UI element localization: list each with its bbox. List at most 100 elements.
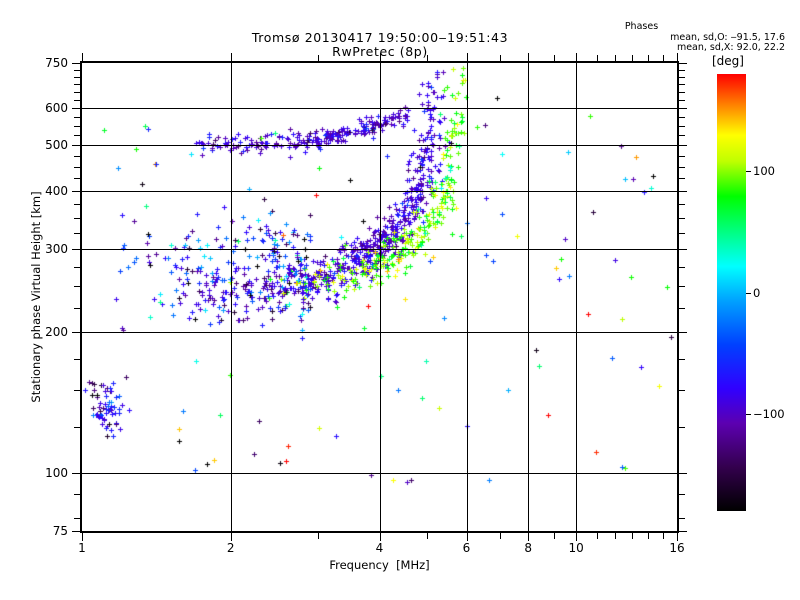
phase-stats-o-mode: mean, sd,O: ‒91.5, 17.6	[670, 31, 785, 43]
plot-title-line1: Tromsø 20130417 19:50:00‒19:51:43	[251, 30, 509, 45]
ytick-minor-475	[74, 155, 82, 157]
xtick-top-6	[466, 53, 468, 63]
xtick-minor-top-15	[663, 55, 665, 63]
ytick-minor-right-350	[677, 217, 685, 219]
ytick-300	[72, 249, 82, 251]
xtick-top-1	[82, 53, 83, 63]
xtick-label-4: 4	[375, 541, 384, 555]
colorbar: 100 0 −100	[717, 74, 785, 511]
gridline-v-10	[576, 63, 578, 531]
ytick-label-500: 500	[45, 138, 68, 153]
ytick-minor-325	[74, 232, 82, 234]
colorbar-tick--100	[746, 413, 751, 415]
ytick-600	[72, 108, 82, 110]
ytick-minor-right-150	[677, 390, 685, 392]
ytick-right-200	[677, 331, 687, 333]
xtick-minor-7	[499, 531, 501, 539]
ytick-500	[72, 145, 82, 147]
ytick-label-400: 400	[45, 183, 68, 198]
ytick-minor-450	[74, 166, 82, 168]
y-axis-title: Stationary phase Virtual Height [km]	[29, 191, 43, 403]
ytick-minor-650	[74, 92, 82, 94]
xtick-6	[466, 531, 468, 541]
xtick-label-8: 8	[524, 541, 533, 555]
ytick-minor-700	[74, 77, 82, 79]
ytick-minor-right-425	[677, 178, 685, 180]
xtick-8	[528, 531, 530, 541]
colorbar-label--100: −100	[753, 406, 785, 421]
xtick-minor-top-3	[317, 55, 319, 63]
gridline-v-8	[528, 63, 530, 531]
ytick-right-600	[677, 108, 687, 110]
ytick-75	[72, 531, 82, 532]
xtick-1	[82, 531, 83, 541]
ytick-minor-right-275	[677, 266, 685, 268]
ytick-minor-right-525	[677, 135, 685, 137]
xtick-minor-9	[553, 531, 555, 539]
xtick-top-16	[677, 53, 678, 63]
xtick-minor-top-12	[615, 55, 617, 63]
ytick-minor-375	[74, 203, 82, 205]
xtick-10	[576, 531, 578, 541]
xtick-minor-12	[615, 531, 617, 539]
ytick-minor-150	[74, 390, 82, 392]
xtick-minor-top-9	[553, 55, 555, 63]
phase-stats-x-mode: mean, sd,X: 92.0, 22.2	[676, 42, 785, 53]
plot-title-line2: RwPretec (8p)	[332, 44, 428, 59]
ytick-minor-right-450	[677, 166, 685, 168]
ytick-minor-250	[74, 286, 82, 288]
colorbar-tick-0	[746, 292, 751, 294]
ytick-minor-725	[74, 69, 82, 71]
colorbar-units-label: [deg]	[712, 54, 744, 68]
ytick-minor-350	[74, 217, 82, 219]
xtick-minor-top-7	[499, 55, 501, 63]
ytick-minor-175	[74, 358, 82, 360]
ytick-minor-right-550	[677, 126, 685, 128]
ytick-minor-550	[74, 126, 82, 128]
ytick-minor-right-80	[677, 517, 685, 519]
xtick-label-10: 10	[568, 541, 584, 555]
phase-stats-header: Phases	[624, 21, 659, 32]
colorbar-label-0: 0	[753, 285, 761, 300]
xtick-top-10	[576, 53, 578, 63]
ytick-minor-right-475	[677, 155, 685, 157]
xtick-minor-top-5	[427, 55, 429, 63]
xtick-label-2: 2	[226, 541, 235, 555]
xtick-minor-15	[663, 531, 665, 539]
xtick-top-4	[379, 53, 381, 63]
ytick-minor-right-625	[677, 100, 685, 102]
gridline-v-2	[230, 63, 232, 531]
ytick-minor-right-375	[677, 203, 685, 205]
ytick-label-100: 100	[45, 465, 68, 480]
ytick-minor-right-90	[677, 493, 685, 495]
xtick-label-1: 1	[78, 541, 86, 555]
ytick-minor-right-725	[677, 69, 685, 71]
plot-area: 75 100 200 300 400 500 600 750 1 2 4 6 8 10 16	[45, 53, 687, 555]
phase-stats-annotation: Phases mean, sd,O: ‒91.5, 17.6 mean, sd,…	[560, 21, 785, 54]
ytick-minor-right-650	[677, 92, 685, 94]
ytick-400	[72, 190, 82, 192]
ytick-minor-80	[74, 517, 82, 519]
ytick-label-300: 300	[45, 242, 68, 257]
xtick-minor-11	[596, 531, 598, 539]
ytick-minor-right-675	[677, 84, 685, 86]
colorbar-label-100: 100	[753, 164, 775, 179]
ytick-right-750	[677, 63, 687, 64]
ytick-right-400	[677, 190, 687, 192]
xtick-minor-top-13	[632, 55, 634, 63]
ytick-label-600: 600	[45, 101, 68, 116]
ytick-200	[72, 331, 82, 333]
xtick-16	[677, 531, 678, 541]
xtick-top-2	[230, 53, 232, 63]
xtick-4	[379, 531, 381, 541]
colorbar-tick-100	[746, 171, 751, 173]
ytick-minor-right-700	[677, 77, 685, 79]
gridline-v-6	[466, 63, 468, 531]
ytick-100	[72, 472, 82, 474]
ytick-minor-525	[74, 135, 82, 137]
ytick-minor-right-125	[677, 427, 685, 429]
ytick-minor-625	[74, 100, 82, 102]
ytick-minor-675	[74, 84, 82, 86]
ytick-label-200: 200	[45, 324, 68, 339]
xtick-top-8	[528, 53, 530, 63]
